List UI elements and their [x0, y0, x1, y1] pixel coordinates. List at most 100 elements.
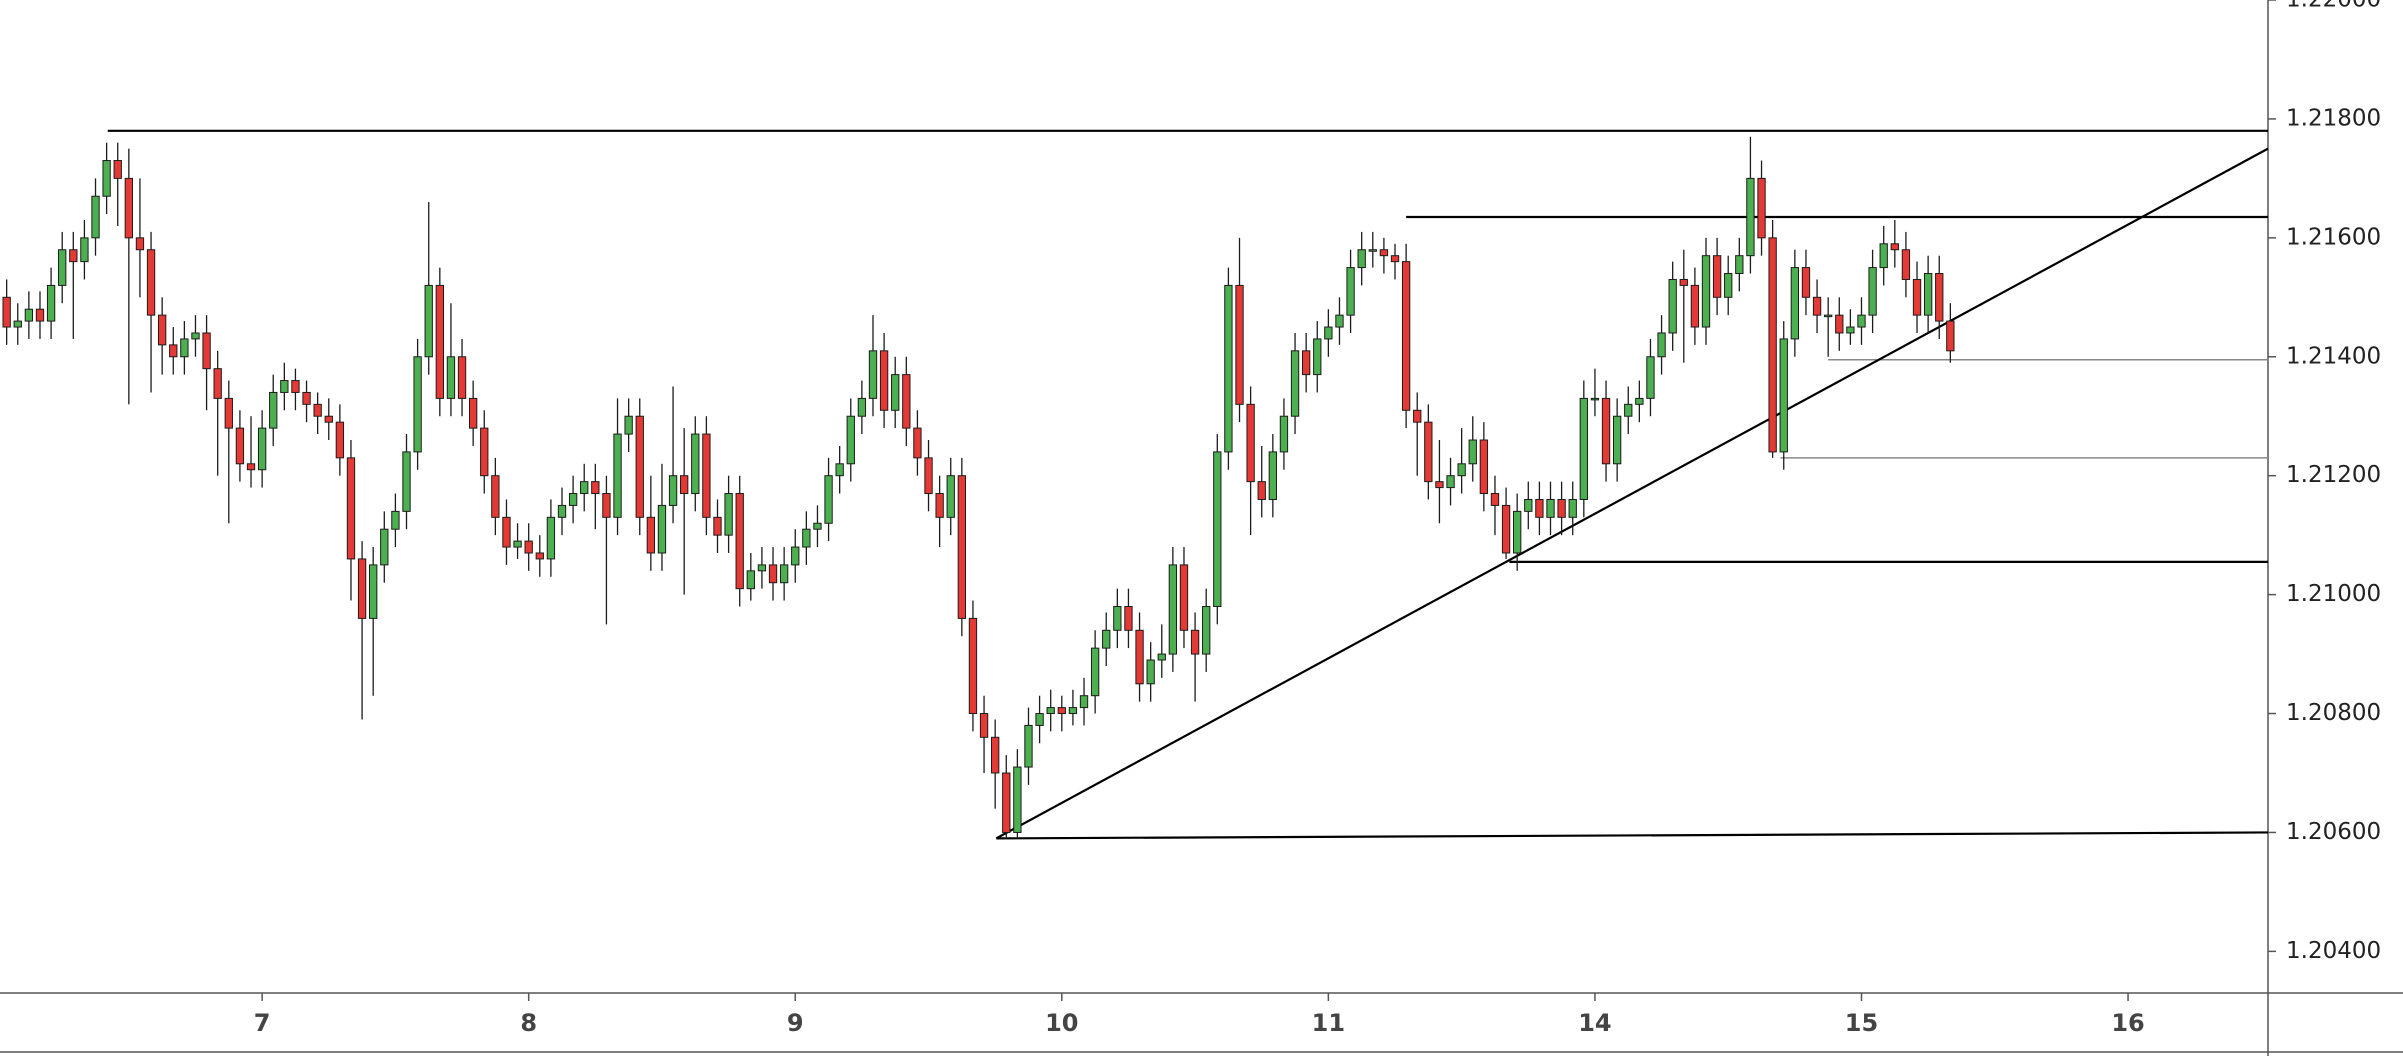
candle-body: [791, 546, 800, 566]
candle-body: [1179, 564, 1189, 631]
candle-body: [935, 493, 944, 518]
candle-body: [1357, 249, 1366, 269]
candle-body: [1668, 278, 1677, 334]
candle-body: [580, 481, 589, 495]
candle-body: [979, 713, 989, 738]
candle-body: [1246, 403, 1255, 483]
candle-body: [491, 475, 500, 518]
x-tick-label: 9: [787, 1009, 804, 1037]
candle-body: [102, 160, 111, 197]
candle-body: [546, 516, 556, 560]
candle-body: [557, 504, 567, 518]
candle-body: [1946, 320, 1955, 352]
candle-body: [1146, 659, 1155, 685]
candle-body: [69, 249, 78, 263]
candle-body: [1579, 397, 1588, 500]
candle-body: [13, 320, 22, 328]
candle-body: [180, 338, 189, 358]
candle-body: [1057, 707, 1066, 715]
candle-body: [1324, 326, 1333, 340]
candle-body: [1857, 314, 1866, 328]
candle-body: [1568, 498, 1577, 518]
candle-body: [413, 356, 422, 453]
candle-body: [1468, 439, 1477, 465]
y-tick-label: 1.21000: [2286, 581, 2381, 607]
candle-body: [357, 558, 367, 619]
candle-body: [535, 552, 544, 560]
candle-body: [991, 736, 1000, 774]
candle-body: [257, 427, 267, 471]
candle-body: [402, 451, 411, 512]
candle-body: [424, 284, 433, 358]
candle-body: [668, 475, 678, 506]
candle-body: [113, 160, 122, 179]
candle-body: [369, 564, 378, 619]
candle-body: [1590, 397, 1600, 401]
candle-body: [1879, 243, 1888, 269]
candle-body: [1479, 439, 1489, 495]
x-tick-label: 16: [2111, 1009, 2144, 1037]
candle-body: [1235, 284, 1244, 405]
candle-body: [1535, 498, 1544, 518]
candle-body: [702, 433, 711, 518]
candle-body: [1257, 481, 1266, 500]
candle-body: [591, 481, 600, 495]
candle-body: [46, 284, 56, 322]
x-tick-label: 15: [1845, 1009, 1878, 1037]
candle-body: [1846, 326, 1855, 334]
candle-body: [1002, 772, 1011, 833]
candle-body: [1690, 284, 1700, 328]
candle-body: [380, 528, 389, 566]
candle-body: [635, 415, 644, 518]
candle-body: [1102, 629, 1111, 649]
candle-body: [824, 475, 833, 524]
candle-body: [58, 249, 67, 286]
candle-body: [735, 493, 744, 590]
candle-body: [1557, 498, 1566, 518]
candle-body: [1435, 481, 1444, 489]
candle-body: [135, 237, 145, 251]
candle-body: [280, 380, 289, 393]
candle-body: [1546, 498, 1555, 518]
candle-body: [1868, 267, 1877, 316]
x-tick-label: 7: [254, 1009, 271, 1037]
candle-body: [1901, 249, 1911, 280]
candle-body: [35, 308, 45, 322]
candle-body: [1746, 177, 1755, 257]
candle-body: [191, 332, 200, 340]
candle-body: [1635, 397, 1644, 405]
candle-body: [1368, 249, 1377, 252]
candle-body: [1912, 278, 1922, 316]
candle-body: [480, 427, 489, 477]
candle-body: [1779, 338, 1788, 453]
candle-body: [524, 540, 533, 554]
candle-body: [446, 356, 456, 399]
candle-body: [1657, 332, 1666, 358]
candle-body: [335, 421, 345, 459]
candle-body: [568, 493, 578, 506]
candle-body: [346, 457, 356, 560]
candle-body: [1213, 451, 1222, 608]
candle-body: [1335, 314, 1344, 328]
y-tick-label: 1.20600: [2286, 819, 2381, 845]
candle-body: [1202, 606, 1211, 655]
x-tick-label: 8: [520, 1009, 537, 1037]
candle-body: [1290, 350, 1300, 417]
candle-body: [1835, 314, 1844, 334]
candle-body: [1935, 273, 1944, 322]
candle-body: [1624, 403, 1633, 417]
candle-body: [1024, 724, 1033, 768]
candle-body: [202, 332, 211, 370]
candle-body: [968, 617, 978, 715]
candle-body: [1413, 409, 1422, 423]
candle-body: [246, 463, 256, 471]
candle-body: [157, 314, 167, 346]
candle-body: [513, 540, 522, 548]
candle-body: [946, 475, 955, 518]
candle-body: [468, 397, 478, 429]
candle-body: [1268, 451, 1277, 500]
y-tick-label: 1.20800: [2286, 700, 2381, 726]
candle-body: [691, 433, 700, 495]
candle-body: [1735, 255, 1744, 275]
candle-body: [1279, 415, 1289, 453]
